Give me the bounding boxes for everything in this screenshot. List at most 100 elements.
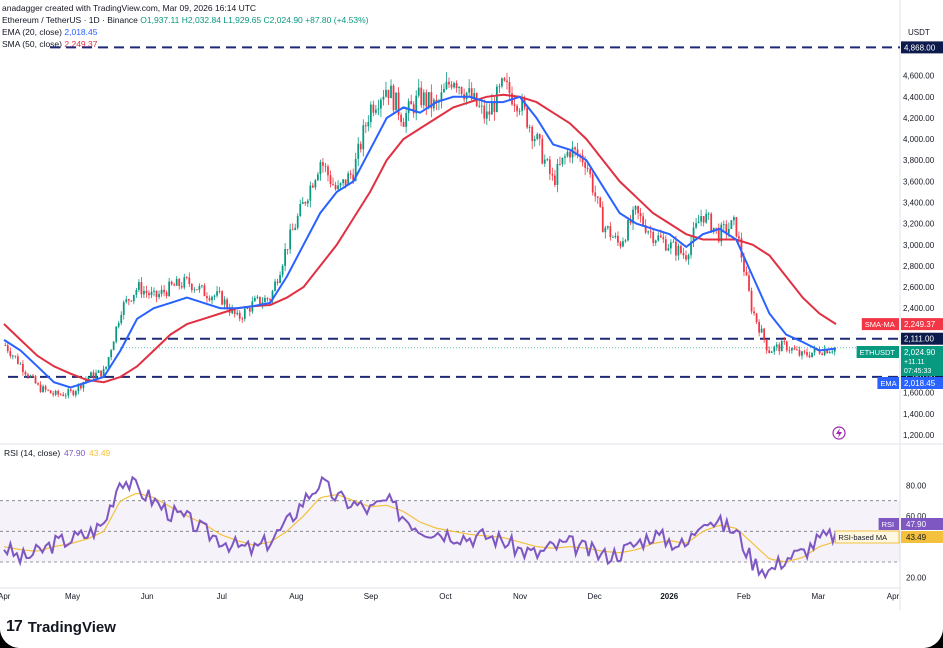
- candle-body-224: [569, 151, 571, 158]
- candle-body-96: [246, 308, 249, 309]
- candle-body-262: [664, 239, 667, 251]
- candle-body-142: [362, 125, 365, 150]
- price-tick-5: 3,600.00: [903, 177, 935, 186]
- candle-body-48: [125, 299, 128, 303]
- sma-value: 2,249.37: [64, 39, 98, 49]
- symbol-title: Ethereum / TetherUS · 1D · Binance: [2, 15, 138, 25]
- candle-body-134: [342, 179, 344, 184]
- candle-body-271: [687, 255, 690, 260]
- rsi-title: RSI (14, close): [4, 448, 60, 458]
- symbol-line[interactable]: Ethereum / TetherUS · 1D · Binance O1,93…: [2, 14, 368, 26]
- candle-body-136: [347, 173, 350, 186]
- candle-body-55: [143, 290, 145, 295]
- candle-body-66: [170, 281, 173, 285]
- candlesticks[interactable]: [4, 72, 836, 399]
- price-tick-12: 1,600.00: [903, 389, 935, 398]
- candle-body-295: [748, 275, 750, 291]
- candle-body-43: [112, 341, 115, 351]
- candle-body-47: [122, 302, 125, 315]
- candle-body-258: [654, 240, 657, 243]
- horizontal-levels[interactable]: 4,868.002,111.001,750.00: [8, 41, 943, 383]
- candle-body-94: [241, 318, 244, 320]
- candle-body-58: [150, 291, 153, 296]
- candle-body-21: [57, 390, 60, 395]
- candle-body-261: [662, 237, 665, 240]
- candle-body-211: [536, 134, 539, 140]
- rsi-ma-line[interactable]: [3, 492, 837, 563]
- candle-body-233: [591, 174, 594, 193]
- candle-body-84: [216, 291, 218, 296]
- candle-body-328: [831, 351, 834, 353]
- candle-body-213: [541, 138, 544, 164]
- candle-body-235: [596, 196, 599, 198]
- price-tick-3: 4,000.00: [903, 135, 935, 144]
- candle-body-191: [485, 111, 488, 119]
- candle-body-300: [760, 328, 763, 333]
- candle-body-121: [309, 185, 312, 201]
- ema-20-line[interactable]: [3, 95, 837, 389]
- candle-body-166: [422, 92, 425, 106]
- candle-body-149: [380, 99, 382, 109]
- candle-body-103: [264, 297, 266, 303]
- candle-body-138: [352, 174, 355, 181]
- candle-body-101: [259, 296, 261, 305]
- price-tick-0: 4,600.00: [903, 72, 935, 81]
- price-axis[interactable]: 4,600.00 4,400.00 4,200.00 4,000.00 3,800.00…: [899, 0, 935, 610]
- footer-bar: [0, 610, 943, 648]
- candle-body-180: [458, 87, 460, 89]
- candle-body-278: [705, 213, 708, 223]
- candle-body-209: [531, 126, 534, 142]
- candle-body-306: [775, 344, 778, 347]
- candle-body-110: [281, 265, 284, 276]
- candle-body-181: [460, 87, 463, 95]
- candle-body-71: [183, 277, 186, 288]
- candle-body-207: [526, 107, 529, 128]
- candle-body-175: [445, 81, 448, 89]
- time-axis[interactable]: Apr May Jun Jul Aug Sep Oct Nov Dec 2026 Feb Mar Apr: [0, 592, 900, 601]
- candle-body-54: [140, 282, 143, 295]
- rsi-line[interactable]: [3, 475, 837, 580]
- price-chart-svg[interactable]: USDT 4,600.00 4,400.00 4,200.00 4,000.00 3,8…: [0, 0, 943, 610]
- candle-body-193: [490, 102, 493, 115]
- candle-body-269: [682, 253, 685, 256]
- candle-body-109: [279, 275, 281, 283]
- candle-body-156: [397, 92, 400, 115]
- candle-body-8: [24, 372, 27, 375]
- candle-body-148: [377, 108, 380, 110]
- candle-body-286: [725, 224, 728, 234]
- candle-body-169: [430, 92, 433, 109]
- candle-body-245: [622, 241, 624, 247]
- tradingview-logo[interactable]: 17 TradingView: [6, 618, 116, 636]
- tag-value-bg-1: [901, 346, 943, 376]
- candle-body-241: [611, 237, 614, 238]
- candle-body-208: [528, 126, 531, 128]
- ohlc-low: L1,929.65: [223, 15, 262, 25]
- ema-legend[interactable]: EMA (20, close) 2,018.45: [2, 26, 97, 38]
- ema-label: EMA (20, close): [2, 27, 62, 37]
- candle-body-168: [427, 92, 430, 107]
- candle-body-173: [440, 92, 443, 102]
- candle-body-165: [420, 87, 423, 106]
- candle-body-15: [42, 386, 44, 393]
- candle-body-147: [374, 109, 377, 113]
- candle-body-85: [218, 291, 221, 293]
- ohlc-open: O1,937.11: [140, 15, 180, 25]
- candle-body-221: [561, 157, 564, 165]
- candle-body-150: [382, 96, 385, 100]
- candle-body-199: [506, 80, 508, 82]
- rsi-tag-label-bg-1: [834, 530, 900, 544]
- candle-body-270: [685, 255, 687, 260]
- candle-body-197: [501, 78, 503, 87]
- candle-body-82: [211, 296, 213, 301]
- candle-body-137: [349, 173, 352, 175]
- lightning-icon[interactable]: [832, 426, 846, 440]
- sma-legend[interactable]: SMA (50, close) 2,249.37: [2, 38, 97, 50]
- candle-body-56: [145, 290, 148, 294]
- candle-body-308: [780, 341, 783, 352]
- candle-body-34: [90, 372, 92, 378]
- candle-body-5: [16, 356, 19, 364]
- candle-body-154: [392, 85, 395, 111]
- candle-body-273: [692, 227, 695, 242]
- candle-body-53: [138, 282, 140, 290]
- candle-body-144: [367, 122, 370, 127]
